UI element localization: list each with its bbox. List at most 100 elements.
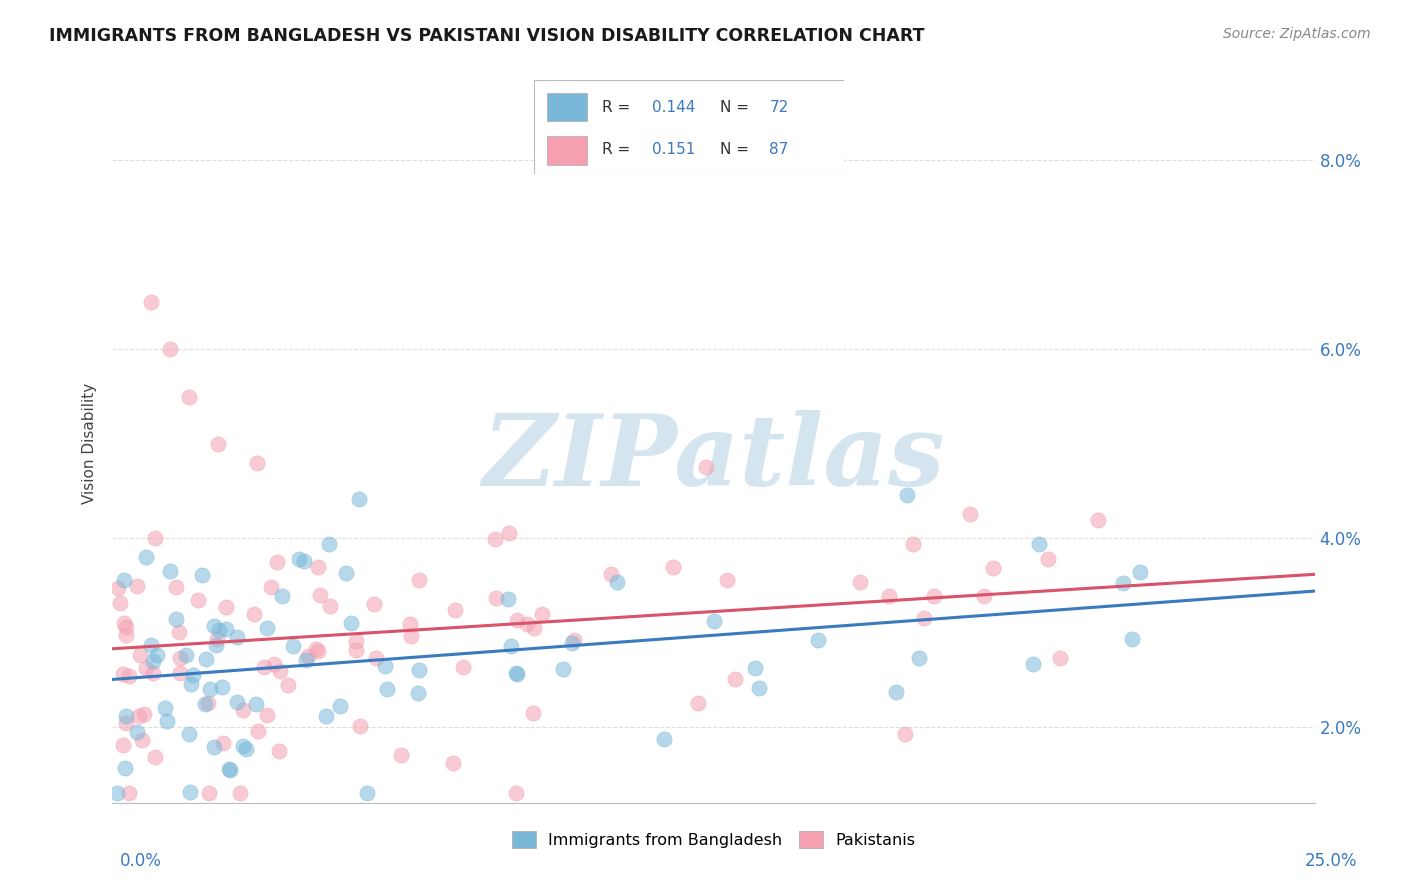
Point	[169, 651, 191, 665]
Point	[522, 621, 544, 635]
Point	[142, 654, 165, 668]
Point	[181, 668, 204, 682]
Point	[169, 665, 191, 680]
Point	[748, 681, 770, 695]
Point	[128, 708, 150, 723]
Point	[807, 632, 830, 647]
Point	[305, 642, 328, 657]
Point	[498, 592, 520, 607]
Point	[408, 663, 430, 677]
Point	[142, 666, 165, 681]
Point	[983, 561, 1005, 575]
Point	[498, 526, 520, 541]
Point	[408, 573, 430, 587]
Point	[1112, 575, 1135, 590]
Point	[366, 650, 388, 665]
Point	[599, 566, 621, 581]
Point	[112, 738, 135, 752]
Point	[652, 732, 675, 747]
Point	[484, 533, 506, 547]
Point	[207, 436, 229, 450]
Point	[197, 697, 219, 711]
Point	[205, 632, 228, 646]
Text: IMMIGRANTS FROM BANGLADESH VS PAKISTANI VISION DISABILITY CORRELATION CHART: IMMIGRANTS FROM BANGLADESH VS PAKISTANI …	[49, 27, 925, 45]
Point	[245, 697, 267, 711]
Point	[156, 714, 179, 728]
Point	[505, 665, 527, 680]
Point	[329, 699, 352, 714]
Point	[318, 537, 340, 551]
Point	[211, 680, 233, 694]
Point	[287, 552, 309, 566]
Point	[202, 739, 225, 754]
Point	[166, 580, 188, 594]
Point	[506, 613, 529, 627]
Point	[686, 697, 709, 711]
Point	[281, 639, 304, 653]
Point	[165, 612, 187, 626]
Text: 25.0%: 25.0%	[1305, 852, 1357, 870]
Point	[266, 556, 288, 570]
Text: 72: 72	[769, 100, 789, 115]
Point	[135, 660, 157, 674]
Point	[243, 607, 266, 621]
Point	[108, 596, 131, 610]
Point	[1036, 552, 1059, 566]
Legend: Immigrants from Bangladesh, Pakistanis: Immigrants from Bangladesh, Pakistanis	[503, 823, 924, 855]
Text: N =: N =	[720, 142, 754, 157]
Point	[912, 611, 935, 625]
Point	[661, 559, 683, 574]
Point	[344, 643, 367, 657]
Point	[884, 685, 907, 699]
Point	[139, 638, 162, 652]
Point	[270, 589, 292, 603]
Point	[277, 678, 299, 692]
Point	[179, 785, 201, 799]
Point	[1087, 513, 1109, 527]
Point	[191, 567, 214, 582]
Point	[179, 390, 201, 404]
Point	[232, 703, 254, 717]
Point	[901, 537, 924, 551]
Point	[115, 715, 138, 730]
Text: 0.144: 0.144	[652, 100, 695, 115]
Point	[114, 761, 136, 775]
Text: 0.0%: 0.0%	[120, 852, 162, 870]
Point	[246, 724, 269, 739]
Point	[896, 488, 918, 502]
Point	[530, 607, 553, 621]
Point	[215, 599, 238, 614]
Point	[215, 623, 238, 637]
Point	[401, 629, 423, 643]
Point	[132, 706, 155, 721]
Point	[269, 664, 291, 678]
Point	[924, 589, 946, 603]
Point	[205, 638, 228, 652]
Point	[879, 589, 901, 603]
Point	[356, 786, 378, 800]
Point	[194, 697, 217, 711]
Point	[295, 653, 318, 667]
Point	[703, 614, 725, 628]
Point	[848, 574, 870, 589]
Point	[561, 636, 583, 650]
Point	[346, 633, 368, 648]
Point	[125, 725, 148, 739]
Text: N =: N =	[720, 100, 754, 115]
Point	[335, 566, 357, 580]
Point	[143, 749, 166, 764]
Point	[179, 727, 201, 741]
Point	[202, 619, 225, 633]
Point	[399, 617, 422, 632]
Point	[145, 648, 167, 662]
Point	[212, 736, 235, 750]
Point	[143, 531, 166, 545]
Point	[340, 615, 363, 630]
Text: 0.151: 0.151	[652, 142, 695, 157]
Point	[131, 733, 153, 747]
Point	[118, 786, 141, 800]
Point	[174, 648, 197, 663]
Point	[167, 624, 190, 639]
Point	[959, 508, 981, 522]
Point	[349, 719, 371, 733]
